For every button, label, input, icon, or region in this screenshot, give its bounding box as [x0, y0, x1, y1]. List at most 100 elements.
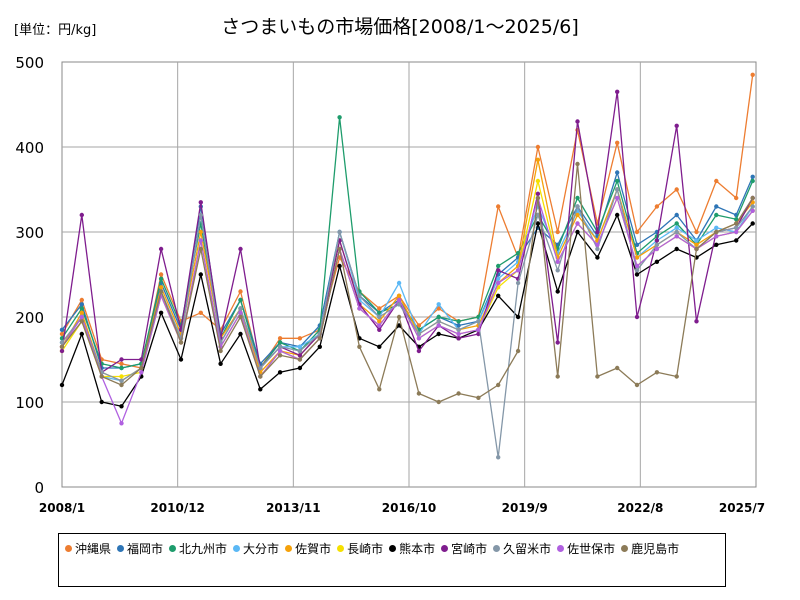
data-point	[79, 297, 85, 303]
data-point	[694, 246, 699, 252]
data-point	[99, 399, 104, 405]
data-point	[297, 336, 303, 341]
data-point	[198, 212, 203, 218]
data-point	[436, 306, 441, 311]
data-point	[79, 306, 85, 311]
x-tick-label: 2025/7	[719, 501, 765, 515]
data-point	[139, 365, 144, 371]
y-axis-tick-labels: 0 100 200 300 400 500	[15, 54, 44, 497]
data-point	[297, 365, 303, 371]
data-point	[694, 242, 699, 247]
data-point	[595, 242, 600, 247]
data-point	[555, 268, 560, 273]
data-point	[694, 238, 699, 243]
data-point	[555, 374, 560, 379]
legend-marker-icon	[493, 544, 501, 552]
data-point	[158, 285, 164, 290]
data-point	[535, 191, 541, 196]
data-point	[634, 268, 640, 273]
data-point	[615, 195, 620, 201]
data-point	[396, 314, 402, 320]
data-point	[317, 344, 322, 349]
legend-item: 沖縄県	[65, 540, 111, 556]
data-point	[59, 327, 65, 332]
data-point	[595, 246, 600, 252]
data-point	[496, 268, 501, 273]
data-point	[714, 229, 719, 235]
data-point	[337, 246, 342, 252]
data-point	[674, 187, 679, 192]
x-axis-tick-labels: 2008/1 2010/12 2013/11 2016/10 2019/9 2022/8 2…	[39, 501, 765, 515]
data-point	[595, 255, 600, 260]
series-2	[59, 115, 755, 371]
series-group	[59, 72, 755, 460]
data-point	[750, 204, 755, 209]
data-point	[337, 263, 342, 269]
data-point	[654, 370, 660, 375]
data-point	[277, 340, 283, 345]
data-point	[218, 361, 223, 366]
data-point	[496, 382, 501, 388]
data-point	[714, 204, 719, 209]
legend-label: 佐世保市	[567, 541, 616, 556]
data-point	[297, 357, 303, 362]
legend-item: 北九州市	[169, 540, 227, 556]
data-point	[555, 340, 560, 345]
data-point	[476, 327, 481, 332]
series-0	[59, 72, 755, 371]
data-point	[416, 348, 422, 354]
x-tick-label: 2010/12	[150, 501, 204, 515]
data-point	[615, 365, 620, 371]
data-point	[734, 229, 739, 235]
data-point	[258, 387, 263, 392]
data-point	[377, 344, 382, 349]
legend-item: 熊本市	[389, 540, 435, 556]
data-point	[654, 238, 660, 243]
data-point	[496, 204, 501, 209]
data-point	[714, 242, 719, 247]
data-point	[714, 234, 719, 239]
data-point	[198, 229, 203, 235]
data-point	[575, 204, 580, 209]
data-point	[396, 323, 402, 328]
data-point	[416, 323, 422, 328]
data-point	[674, 234, 679, 239]
data-point	[674, 374, 679, 379]
data-point	[79, 314, 85, 320]
data-point	[59, 382, 65, 388]
data-point	[218, 348, 223, 354]
data-point	[515, 280, 521, 286]
data-point	[416, 336, 422, 341]
data-point	[158, 276, 164, 281]
data-point	[396, 297, 402, 303]
data-point	[575, 212, 580, 218]
data-point	[575, 161, 580, 167]
data-point	[615, 178, 620, 184]
legend-label: 福岡市	[127, 541, 164, 556]
data-point	[496, 293, 501, 298]
data-point	[79, 310, 85, 315]
data-point	[654, 204, 660, 209]
series-line	[61, 116, 754, 369]
data-point	[377, 319, 382, 324]
data-point	[337, 229, 342, 235]
data-point	[535, 144, 541, 150]
legend-label: 長崎市	[347, 541, 384, 556]
data-point	[654, 242, 660, 247]
legend-label: 熊本市	[399, 541, 436, 556]
data-point	[456, 323, 461, 328]
data-point	[357, 306, 362, 311]
legend-marker-icon	[621, 544, 629, 552]
data-point	[750, 178, 755, 184]
y-tick-label: 200	[15, 309, 44, 327]
data-point	[456, 327, 461, 332]
data-point	[634, 263, 640, 269]
data-point	[198, 246, 203, 252]
data-point	[456, 319, 461, 324]
legend-label: 佐賀市	[295, 541, 332, 556]
data-point	[634, 255, 640, 260]
data-point	[634, 382, 640, 388]
data-point	[436, 319, 441, 324]
data-point	[734, 225, 739, 230]
